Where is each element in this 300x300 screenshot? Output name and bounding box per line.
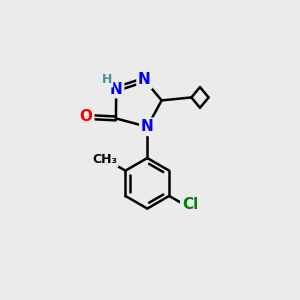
Text: H: H — [101, 73, 112, 86]
Text: N: N — [138, 72, 151, 87]
Text: Cl: Cl — [182, 197, 198, 212]
Text: N: N — [141, 119, 154, 134]
Text: N: N — [110, 82, 123, 97]
Text: CH₃: CH₃ — [92, 153, 117, 166]
Text: O: O — [80, 110, 93, 124]
